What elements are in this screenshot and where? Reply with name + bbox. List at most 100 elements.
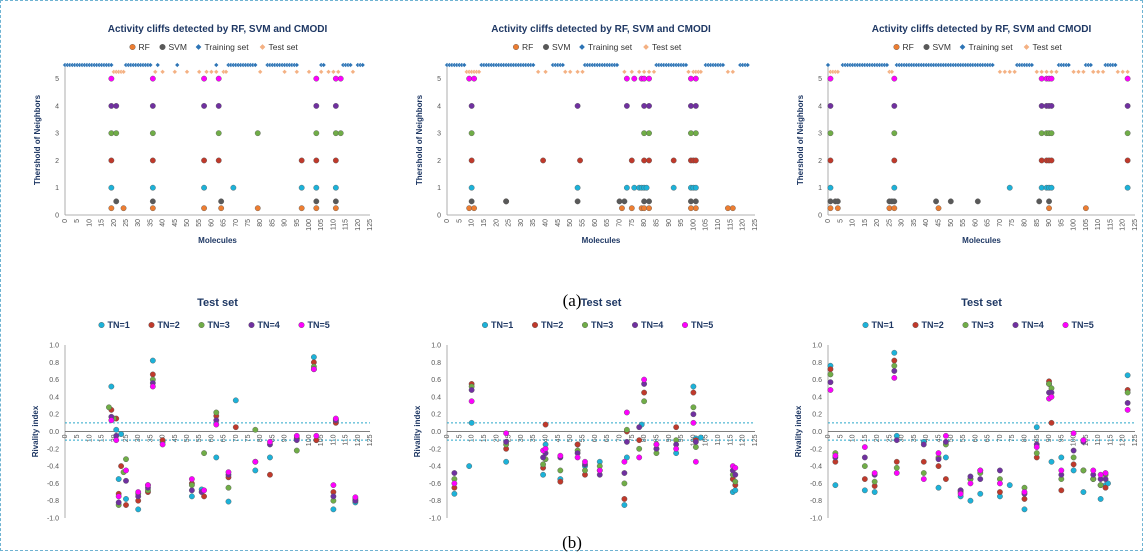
y-tick-label: 0.6 xyxy=(431,377,441,384)
data-point xyxy=(641,198,648,205)
data-point xyxy=(108,383,115,390)
x-tick-label: 20 xyxy=(111,219,118,227)
y-tick-label: 0.8 xyxy=(431,360,441,367)
test-point xyxy=(1044,69,1050,75)
training-point xyxy=(360,62,366,68)
training-point xyxy=(560,62,566,68)
data-point xyxy=(503,430,510,437)
test-point xyxy=(543,69,549,75)
legend-label: TN=4 xyxy=(1022,320,1044,330)
series-tn4 xyxy=(827,368,1131,497)
y-tick-label: 1 xyxy=(55,185,59,192)
legend-label: TN=5 xyxy=(1072,320,1094,330)
test-point xyxy=(646,69,652,75)
y-tick-label: -0.2 xyxy=(810,446,822,453)
data-point xyxy=(310,354,317,361)
training-point xyxy=(461,62,467,68)
data-point xyxy=(201,75,207,82)
data-point xyxy=(1102,470,1109,476)
data-point xyxy=(690,404,697,411)
data-point xyxy=(832,452,839,459)
legend-marker xyxy=(912,322,919,329)
data-point xyxy=(1058,454,1065,461)
training-point xyxy=(1066,62,1072,68)
test-set-series xyxy=(464,69,736,75)
data-point xyxy=(330,506,337,513)
data-point xyxy=(1048,75,1055,82)
data-point xyxy=(213,421,220,428)
data-point xyxy=(967,473,974,480)
rivality-chart-3: Test set TN=1 TN=2 TN=3 TN=4 TN=5 -1.0 -0.8 -0.6… xyxy=(794,297,1139,523)
data-point xyxy=(670,184,677,191)
x-tick-label: 65 xyxy=(604,219,611,227)
y-tick-label: -0.4 xyxy=(429,464,441,471)
legend-marker xyxy=(298,322,305,329)
x-tick-label: 110 xyxy=(1095,219,1102,230)
data-point xyxy=(688,205,694,212)
data-point xyxy=(298,184,305,191)
series-tn4 xyxy=(468,103,699,109)
data-point xyxy=(149,371,156,378)
data-point xyxy=(621,458,628,465)
x-tick-label: 55 xyxy=(960,219,967,227)
data-point xyxy=(1021,506,1028,513)
data-point xyxy=(673,445,680,452)
data-point xyxy=(690,383,697,390)
x-tick-label: 45 xyxy=(172,434,179,442)
data-point xyxy=(692,205,699,212)
x-tick-label: 90 xyxy=(282,434,289,442)
data-point xyxy=(215,157,222,164)
x-tick-label: 35 xyxy=(911,434,918,442)
data-point xyxy=(1124,103,1131,109)
x-tick-label: 95 xyxy=(678,434,685,442)
legend-marker xyxy=(923,44,930,51)
data-point xyxy=(1058,467,1065,474)
y-tick-label: 0.2 xyxy=(431,412,441,419)
legend-label: TN=5 xyxy=(308,320,330,330)
x-tick-label: 100 xyxy=(1071,434,1078,446)
data-point xyxy=(729,205,736,212)
data-point xyxy=(1124,157,1131,164)
data-point xyxy=(692,75,699,82)
training-set-series xyxy=(444,62,751,68)
y-tick-label: -0.2 xyxy=(47,446,59,453)
data-point xyxy=(1105,480,1111,487)
x-tick-label: 85 xyxy=(1034,434,1041,442)
test-point xyxy=(621,69,627,75)
data-point xyxy=(641,398,648,405)
data-point xyxy=(623,409,630,416)
data-point xyxy=(832,482,839,489)
data-point xyxy=(540,471,546,478)
test-point xyxy=(1090,69,1096,75)
test-point xyxy=(196,69,202,75)
data-point xyxy=(1046,381,1052,387)
data-point xyxy=(1048,458,1055,465)
x-tick-label: 10 xyxy=(469,219,476,227)
test-point xyxy=(567,69,573,75)
data-point xyxy=(967,480,974,487)
training-point xyxy=(108,62,114,68)
data-point xyxy=(692,444,699,450)
data-point xyxy=(149,184,156,191)
data-point xyxy=(1021,489,1028,495)
data-point xyxy=(1033,450,1040,457)
data-point xyxy=(692,184,699,191)
data-point xyxy=(542,445,549,452)
data-point xyxy=(149,103,156,109)
x-tick-label: 90 xyxy=(666,434,673,442)
training-point xyxy=(174,62,180,68)
test-point xyxy=(1115,69,1121,75)
data-point xyxy=(332,75,339,82)
data-point xyxy=(1046,205,1052,212)
data-point xyxy=(149,198,156,205)
training-point xyxy=(825,62,831,68)
legend-marker xyxy=(578,43,586,51)
data-point xyxy=(621,496,628,502)
x-tick-label: 110 xyxy=(715,434,722,445)
x-tick-label: 70 xyxy=(997,219,1004,227)
y-tick-label: 1.0 xyxy=(431,343,441,350)
data-point xyxy=(330,493,337,500)
legend-marker xyxy=(642,43,650,51)
chart-title: Test set xyxy=(961,297,1002,309)
